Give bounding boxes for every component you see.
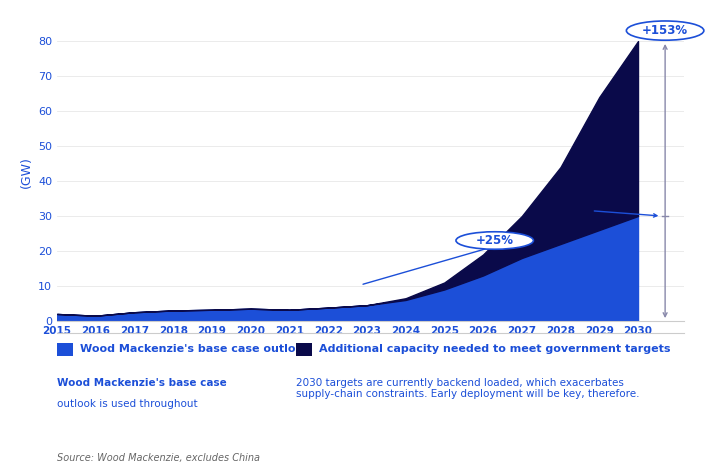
Text: +153%: +153% [642,24,688,37]
Text: Wood Mackenzie's base case outlook: Wood Mackenzie's base case outlook [80,344,310,354]
Text: Wood Mackenzie's base case: Wood Mackenzie's base case [57,378,227,388]
Text: outlook is used throughout: outlook is used throughout [57,399,198,409]
Text: Additional capacity needed to meet government targets: Additional capacity needed to meet gover… [319,344,670,354]
Text: +25%: +25% [476,234,513,247]
Text: 2030 targets are currently backend loaded, which exacerbates
supply-chain constr: 2030 targets are currently backend loade… [296,378,640,399]
Text: Source: Wood Mackenzie, excludes China: Source: Wood Mackenzie, excludes China [57,453,260,463]
Ellipse shape [627,21,704,40]
Ellipse shape [456,232,533,249]
Y-axis label: (GW): (GW) [19,156,33,188]
